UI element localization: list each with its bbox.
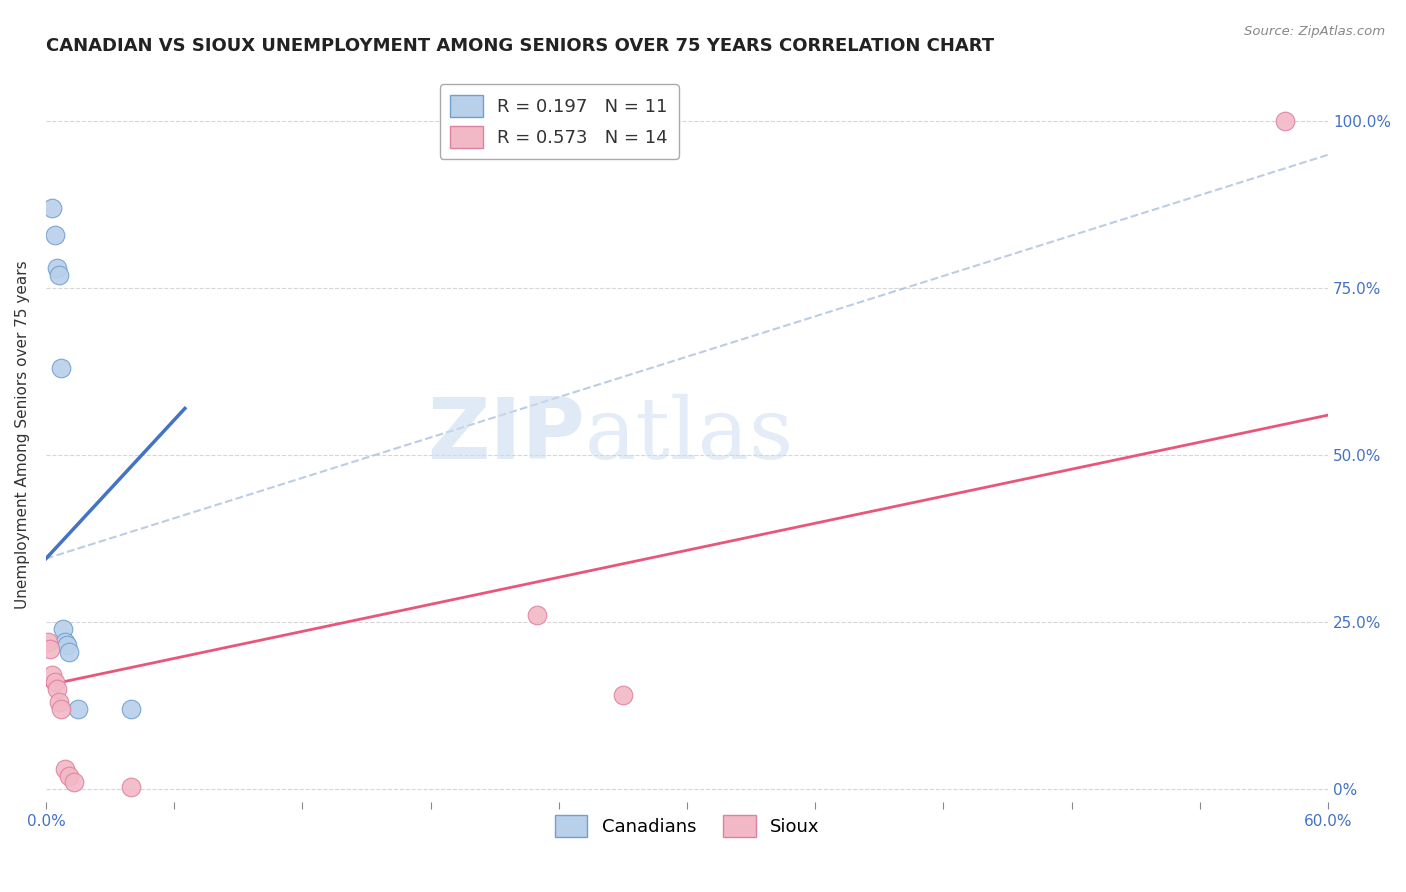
Legend: Canadians, Sioux: Canadians, Sioux — [547, 808, 827, 845]
Point — [1274, 114, 1296, 128]
Point — [39, 641, 62, 656]
Point — [48, 695, 70, 709]
Point — [58, 768, 80, 782]
Text: ZIP: ZIP — [427, 393, 585, 476]
Point — [45, 261, 67, 276]
Text: CANADIAN VS SIOUX UNEMPLOYMENT AMONG SENIORS OVER 75 YEARS CORRELATION CHART: CANADIAN VS SIOUX UNEMPLOYMENT AMONG SEN… — [46, 37, 994, 55]
Point — [44, 675, 66, 690]
Point — [49, 702, 72, 716]
Point — [66, 702, 89, 716]
Point — [120, 702, 142, 716]
Point — [56, 639, 79, 653]
Point — [44, 227, 66, 242]
Point — [41, 201, 63, 215]
Point — [58, 645, 80, 659]
Point — [41, 668, 63, 682]
Point — [53, 635, 76, 649]
Point — [48, 268, 70, 282]
Point — [45, 681, 67, 696]
Text: atlas: atlas — [585, 393, 793, 476]
Point — [52, 622, 75, 636]
Point — [612, 689, 634, 703]
Point — [526, 608, 548, 623]
Point — [49, 361, 72, 376]
Point — [37, 635, 59, 649]
Point — [53, 762, 76, 776]
Point — [62, 775, 84, 789]
Text: Source: ZipAtlas.com: Source: ZipAtlas.com — [1244, 25, 1385, 38]
Y-axis label: Unemployment Among Seniors over 75 years: Unemployment Among Seniors over 75 years — [15, 260, 30, 609]
Point — [120, 780, 142, 794]
